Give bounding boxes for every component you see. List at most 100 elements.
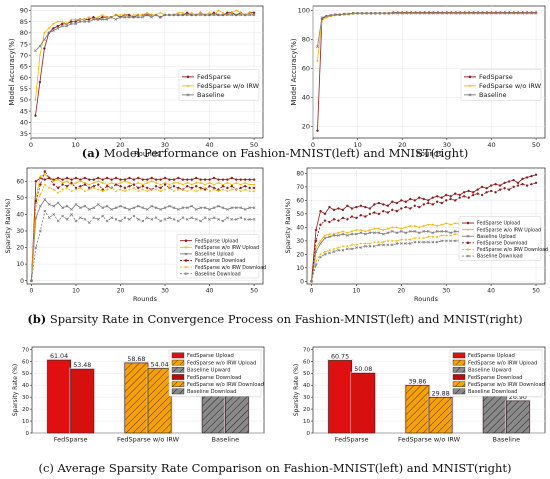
data-point: [74, 188, 78, 191]
data-point: [181, 13, 185, 17]
data-point: [467, 11, 471, 15]
data-point: [70, 181, 73, 185]
data-point: [105, 15, 109, 19]
data-point: [359, 242, 363, 245]
data-point: [445, 11, 449, 15]
data-point: [87, 221, 91, 225]
y-tick-label: 0: [26, 431, 30, 437]
y-tick-label: 10: [16, 261, 24, 268]
data-point: [119, 188, 122, 191]
data-point: [359, 231, 363, 235]
legend-entry: FedSparse w/o IRW Download: [477, 247, 548, 253]
caption-b-text: Sparsity Rate in Convergence Process on …: [46, 312, 522, 326]
data-point: [136, 15, 140, 19]
data-point: [52, 27, 55, 30]
data-point: [150, 13, 153, 17]
data-point: [516, 11, 520, 15]
y-axis-label: Sparsity Rate (%): [293, 364, 300, 416]
data-point: [190, 178, 193, 181]
data-point: [70, 213, 73, 216]
data-point: [128, 176, 131, 180]
data-point: [507, 11, 511, 15]
data-point: [377, 227, 381, 230]
y-tick-label: 60: [302, 65, 310, 73]
data-point: [377, 201, 381, 205]
data-point: [221, 11, 225, 14]
data-point: [114, 189, 118, 193]
data-point: [78, 20, 82, 24]
data-point: [195, 185, 198, 188]
data-point: [172, 206, 176, 210]
data-point: [154, 206, 158, 210]
data-point: [390, 243, 394, 247]
legend-entry: Baseline Upward: [468, 368, 512, 374]
data-point: [382, 203, 385, 206]
data-point: [137, 186, 140, 190]
data-point: [47, 26, 51, 30]
data-point: [239, 11, 243, 14]
data-point: [431, 223, 435, 226]
legend-entry: Baseline Download: [195, 271, 241, 277]
data-point: [105, 204, 109, 208]
data-point: [243, 218, 247, 221]
data-point: [252, 178, 256, 181]
data-point: [440, 239, 444, 243]
data-point: [208, 208, 211, 211]
data-point: [449, 233, 453, 237]
data-point: [320, 16, 324, 19]
data-point: [499, 11, 502, 15]
data-point: [239, 13, 243, 17]
bar: [428, 397, 453, 434]
data-point: [444, 221, 448, 225]
legend-entry: FedSparse Download: [187, 375, 241, 381]
data-point: [92, 181, 96, 185]
data-point: [354, 228, 358, 232]
data-point: [405, 11, 409, 15]
data-point: [34, 49, 37, 53]
data-point: [56, 191, 60, 195]
data-point: [323, 252, 327, 256]
data-point: [199, 206, 203, 210]
data-point: [127, 181, 131, 185]
data-point: [404, 242, 408, 245]
data-point: [168, 186, 171, 190]
legend-swatch: [171, 367, 185, 373]
data-point: [444, 239, 448, 243]
data-point: [480, 193, 484, 197]
data-point: [310, 279, 313, 283]
data-point: [372, 240, 376, 244]
data-point: [346, 218, 349, 221]
data-point: [427, 201, 430, 205]
data-point: [418, 205, 421, 209]
data-point: [234, 206, 238, 210]
data-point: [248, 186, 251, 190]
data-point: [212, 216, 216, 220]
data-point: [494, 11, 498, 15]
data-point: [243, 178, 247, 181]
data-point: [212, 183, 216, 186]
y-tick-label: 80: [296, 170, 304, 177]
x-tick-label: 40: [205, 141, 213, 149]
data-point: [481, 11, 484, 15]
data-point: [208, 13, 211, 17]
x-tick-label: 20: [398, 141, 406, 149]
y-tick-label: 60: [303, 359, 310, 365]
x-tick-label: 50: [250, 288, 258, 295]
data-point: [51, 29, 55, 32]
data-point: [386, 204, 390, 207]
y-tick-label: 45: [20, 107, 28, 115]
data-point: [105, 176, 109, 180]
legend-entry: FedSparse Upload: [477, 221, 520, 227]
data-point: [225, 181, 229, 185]
data-label: 61.04: [50, 353, 68, 360]
data-point: [323, 212, 327, 216]
data-point: [395, 242, 399, 245]
data-point: [74, 176, 78, 180]
y-tick-label: 10: [296, 265, 304, 272]
data-point: [105, 185, 109, 188]
data-point: [194, 208, 198, 211]
data-point: [181, 178, 185, 181]
data-point: [467, 189, 470, 193]
data-point: [114, 13, 118, 17]
data-point: [248, 13, 251, 17]
